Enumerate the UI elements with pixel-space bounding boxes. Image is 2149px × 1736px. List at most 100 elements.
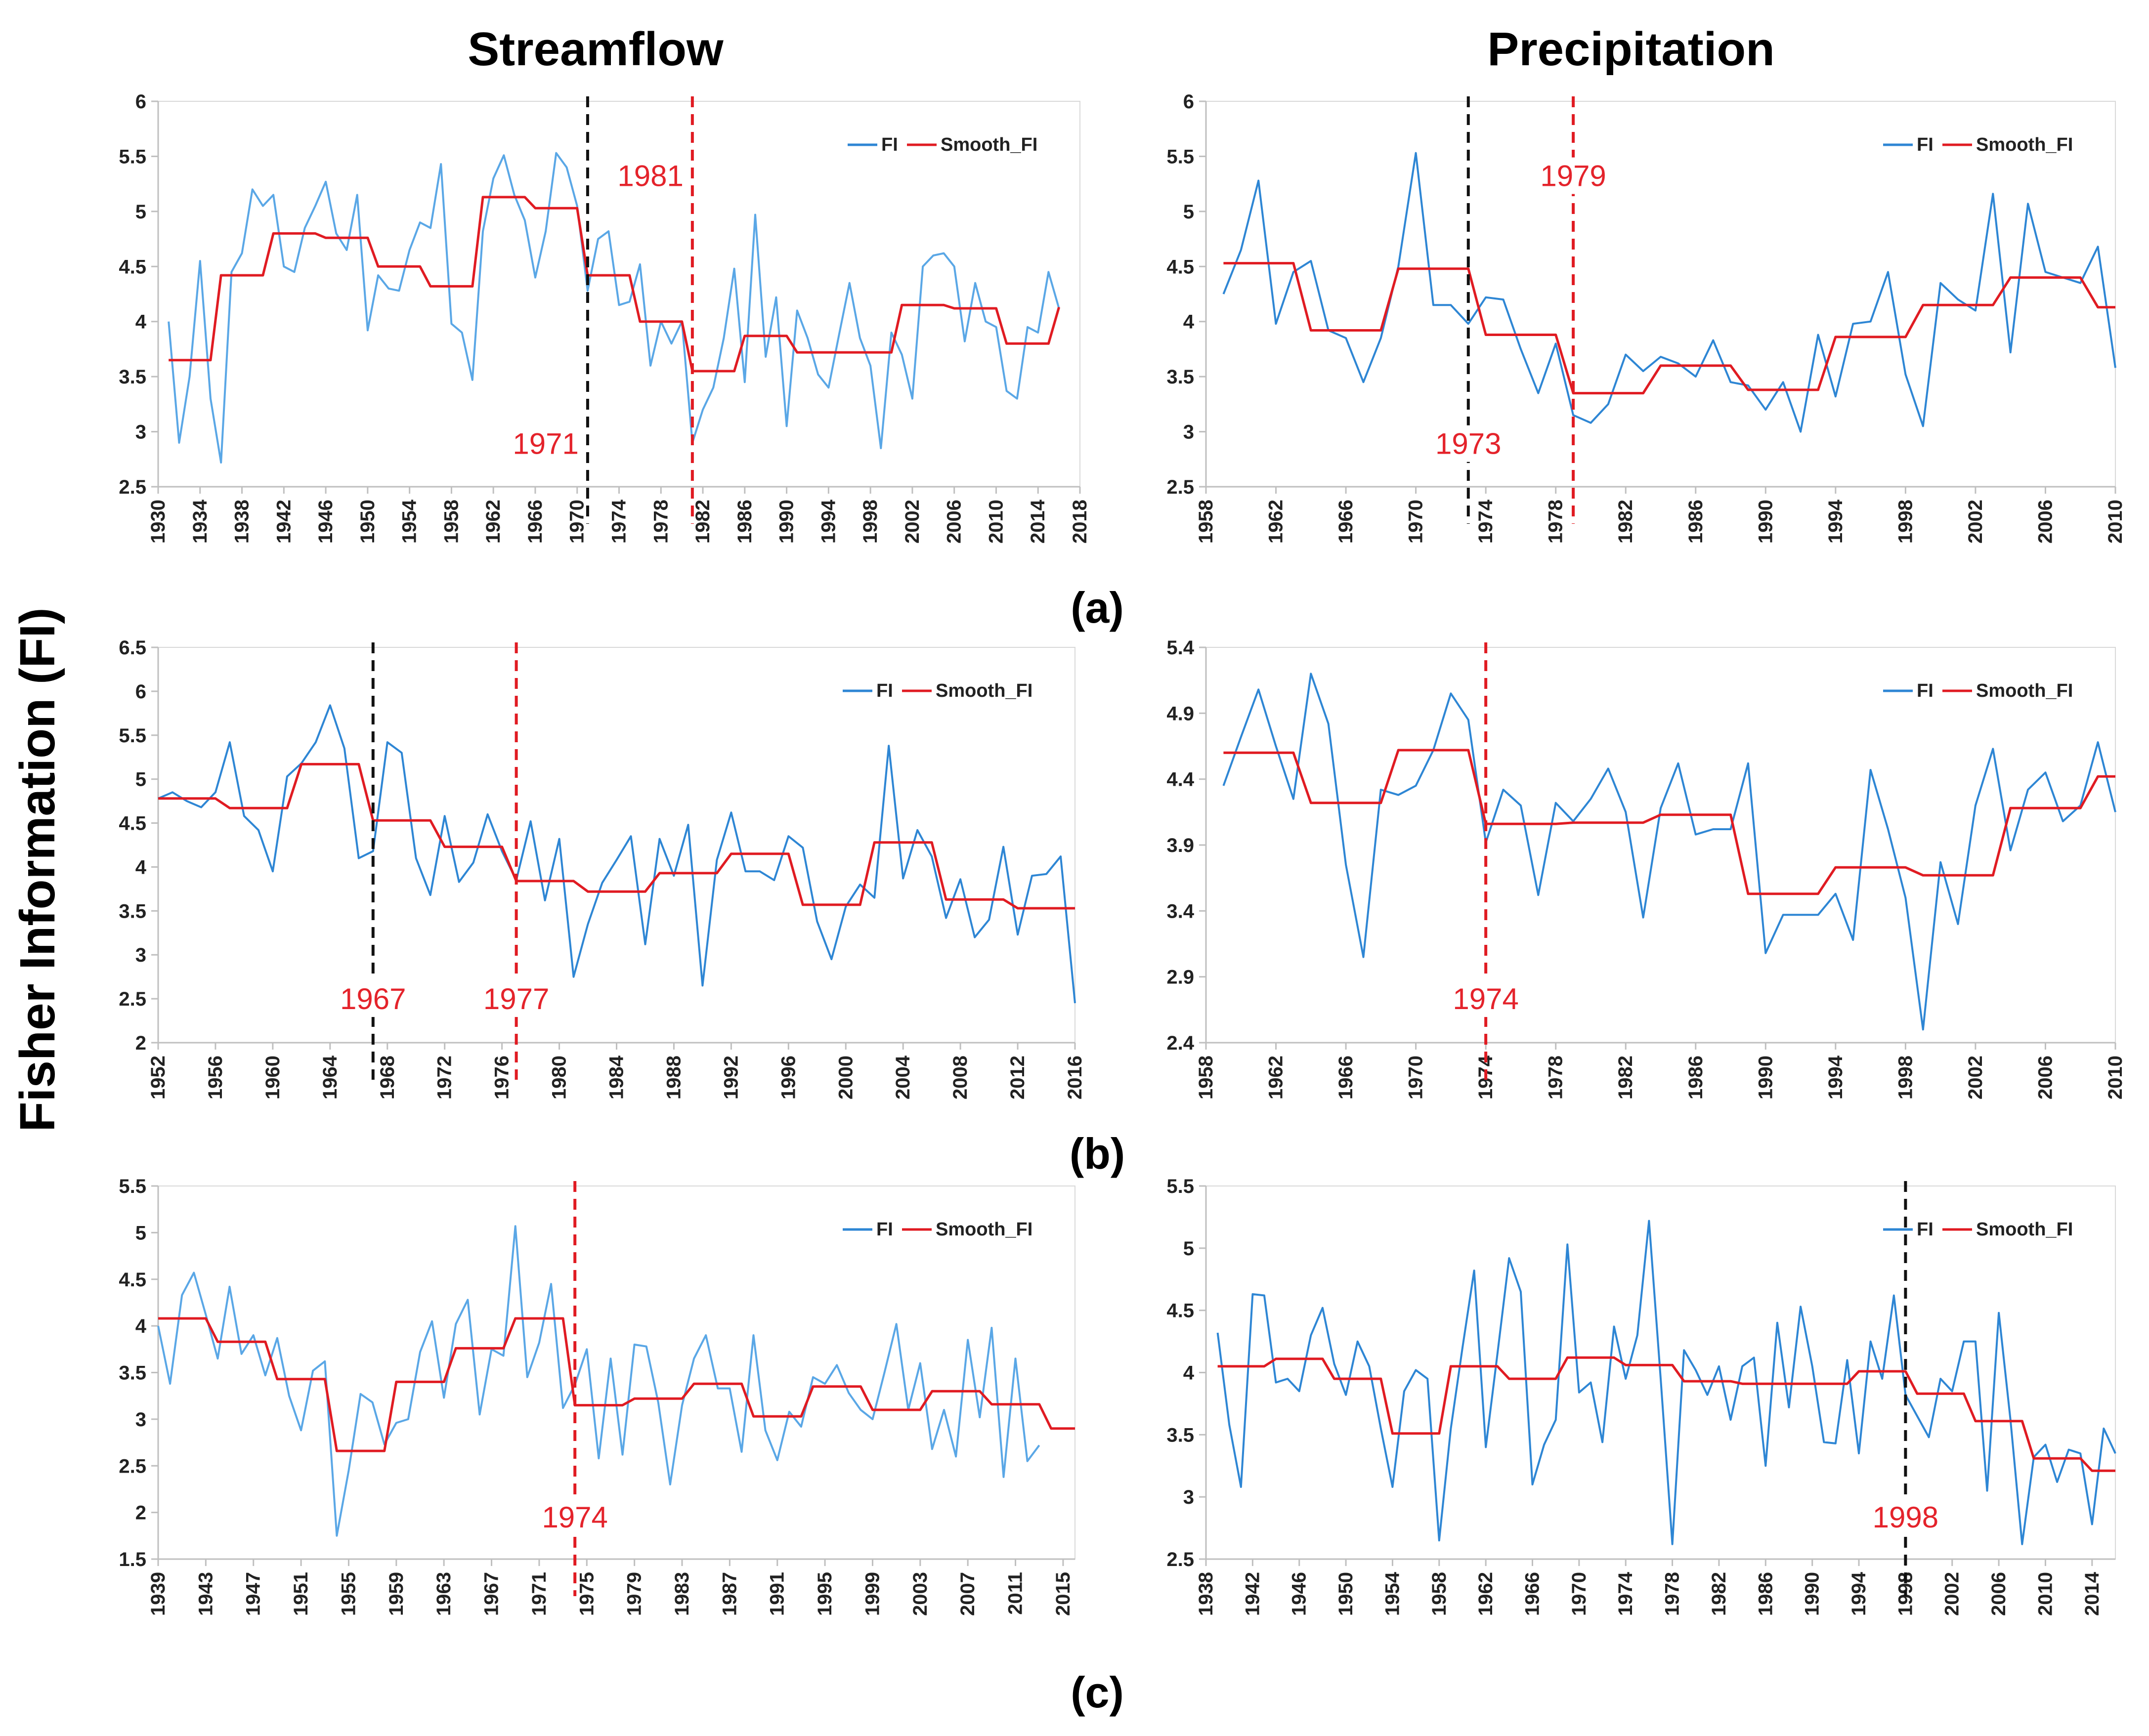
y-tick-label: 5.5 [119,146,146,168]
series-line-smooth-fi [1223,749,2115,895]
x-tick-label: 2000 [835,1056,857,1100]
x-tick-label: 1994 [1848,1571,1870,1616]
x-tick-label: 1991 [767,1572,788,1616]
x-tick-label: 2002 [1965,1056,1986,1100]
series-line-smooth-fi [169,196,1061,373]
x-tick-label: 1998 [860,500,881,544]
x-tick-label: 1954 [1381,1571,1403,1616]
x-tick-label: 1966 [1335,500,1357,544]
x-tick-label: 1970 [1568,1572,1590,1616]
y-tick-label: 5.4 [1166,637,1194,659]
x-tick-label: 1962 [482,500,504,544]
y-tick-label: 2.5 [1166,476,1194,498]
x-tick-label: 1987 [719,1572,740,1616]
y-tick-label: 3.5 [119,900,146,922]
change-point-label-1998: 1998 [1873,1501,1938,1534]
y-tick-label: 5.5 [1166,1176,1194,1197]
series-line-fi [1216,1220,2116,1545]
x-tick-label: 1992 [720,1056,742,1100]
y-tick-label: 5 [1183,1238,1194,1260]
y-tick-label: 5 [135,769,146,791]
x-tick-label: 1967 [481,1572,503,1616]
y-tick-label: 5 [1183,201,1194,223]
change-point-label-1977: 1977 [483,982,549,1016]
x-tick-label: 1986 [1685,1056,1707,1100]
x-tick-label: 1974 [1475,499,1497,544]
panel-c-streamflow: 1.5 2 2.5 3 3.5 4 4.5 5 5.5 1939 1943 1947 1951 1955 1… [119,1176,1075,1616]
y-tick-label: 3 [135,422,146,443]
x-tick-label: 1984 [606,1055,628,1100]
x-tick-label: 1990 [1802,1572,1823,1616]
series-line-smooth-fi [158,1317,1075,1452]
x-tick-label: 1964 [319,1055,341,1100]
y-tick-label: 5 [135,201,146,223]
series-line-fi [168,152,1060,464]
y-tick-label: 3.4 [1166,900,1194,922]
x-tick-label: 2012 [1007,1056,1029,1100]
x-tick-label: 1990 [1755,1056,1776,1100]
x-tick-label: 2007 [957,1572,979,1616]
legend-label-smooth-fi: Smooth_FI [941,134,1037,155]
x-tick-label: 2006 [944,500,965,544]
y-tick-label: 4.9 [1166,703,1194,724]
x-tick-label: 1946 [315,500,337,544]
x-tick-label: 2004 [892,1055,914,1100]
y-tick-label: 5.5 [119,1176,146,1197]
x-tick-label: 1982 [692,500,714,544]
x-tick-label: 1995 [814,1572,836,1616]
x-tick-label: 1947 [243,1572,264,1616]
annotation-background [1531,157,1616,194]
y-tick-label: 4.5 [119,256,146,278]
legend-label-smooth-fi: Smooth_FI [936,1219,1032,1240]
x-tick-label: 1958 [1195,1056,1217,1100]
x-tick-label: 2008 [949,1056,971,1100]
x-tick-label: 1962 [1265,1056,1287,1100]
y-tick-label: 4 [135,1315,147,1337]
y-tick-label: 3 [1183,422,1194,443]
annotation-background [474,980,559,1017]
y-tick-label: 4 [1183,311,1195,333]
x-tick-label: 2011 [1005,1572,1027,1615]
x-tick-label: 1986 [1755,1572,1776,1616]
legend-label-fi: FI [881,134,898,155]
column-title-streamflow: Streamflow [468,23,724,76]
x-tick-label: 1998 [1894,1056,1916,1100]
y-tick-label: 6 [135,681,146,703]
change-point-label-1973: 1973 [1435,427,1501,461]
x-tick-label: 1963 [433,1572,455,1616]
x-tick-label: 1994 [1825,1055,1847,1100]
column-title-precipitation: Precipitation [1487,23,1774,76]
y-tick-label: 6.5 [119,637,146,659]
x-tick-label: 1978 [1545,1056,1567,1100]
y-tick-label: 4.4 [1166,769,1194,791]
panel-c-precipitation: 2.5 3 3.5 4 4.5 5 5.5 1938 1942 1946 1950 1954 1958 1… [1166,1176,2116,1616]
y-tick-label: 5.5 [119,725,146,747]
y-tick-label: 2.4 [1166,1032,1194,1054]
x-tick-label: 1966 [1335,1056,1357,1100]
x-tick-label: 2010 [2034,1572,2056,1616]
y-tick-label: 4 [1183,1362,1195,1384]
x-tick-label: 1998 [1894,500,1916,544]
x-tick-label: 1971 [528,1572,550,1616]
x-tick-label: 2010 [2105,500,2126,544]
y-tick-label: 3.5 [1166,1424,1194,1446]
legend-label-smooth-fi: Smooth_FI [1976,1219,2073,1240]
x-tick-label: 2006 [2034,500,2056,544]
y-tick-label: 2.9 [1166,967,1194,988]
series-line-fi [157,1225,1040,1537]
x-tick-label: 1955 [338,1572,359,1616]
x-tick-label: 1938 [1195,1572,1217,1616]
y-tick-label: 5.5 [1166,146,1194,168]
x-tick-label: 1976 [491,1056,513,1100]
x-tick-label: 1962 [1265,500,1287,544]
series-line-smooth-fi [158,762,1075,910]
x-tick-label: 1999 [861,1572,883,1616]
x-tick-label: 1959 [386,1572,407,1616]
y-tick-label: 2.5 [1166,1549,1194,1570]
x-tick-label: 1970 [566,500,588,544]
series-line-smooth-fi [1217,1356,2115,1472]
y-tick-label: 2.5 [119,1455,146,1477]
x-tick-label: 1958 [440,500,462,544]
panel-a-streamflow: 2.5 3 3.5 4 4.5 5 5.5 6 1930 1934 1938 1942 1946 1950… [119,91,1091,544]
